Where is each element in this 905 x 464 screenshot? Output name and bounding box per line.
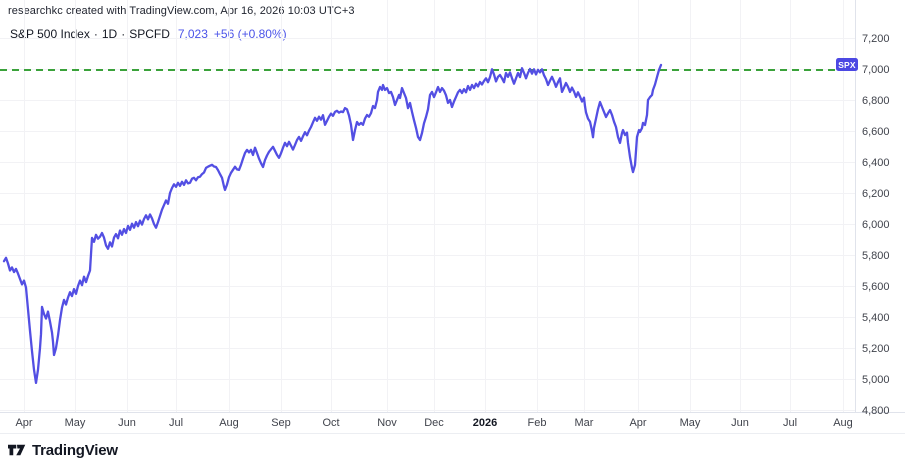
y-axis-label[interactable]: 4,800 (862, 405, 890, 417)
legend-separator: · (121, 27, 126, 41)
x-axis-label[interactable]: Oct (322, 417, 339, 429)
x-axis-label[interactable]: Dec (424, 417, 444, 429)
x-axis-label[interactable]: Jun (731, 417, 749, 429)
y-axis-label[interactable]: 6,800 (862, 95, 890, 107)
x-axis-label[interactable]: Apr (629, 417, 646, 429)
y-axis-label[interactable]: 7,200 (862, 33, 890, 45)
x-axis-label[interactable]: Jun (118, 417, 136, 429)
y-axis-label[interactable]: 5,000 (862, 374, 890, 386)
x-axis-label[interactable]: Mar (575, 417, 594, 429)
symbol-title[interactable]: S&P 500 Index (10, 27, 90, 41)
y-axis-label[interactable]: 6,200 (862, 188, 890, 200)
y-axis-label[interactable]: 6,400 (862, 157, 890, 169)
y-axis-label[interactable]: 6,000 (862, 219, 890, 231)
chart-legend: S&P 500 Index · 1D · SPCFD 7,023 +56 (+0.80%) (10, 27, 287, 41)
x-axis-label[interactable]: Jul (783, 417, 797, 429)
x-axis-label[interactable]: Sep (271, 417, 291, 429)
x-axis-label[interactable]: Jul (169, 417, 183, 429)
y-axis-label[interactable]: 6,600 (862, 126, 890, 138)
x-axis-label[interactable]: Aug (219, 417, 239, 429)
x-axis-label[interactable]: Aug (833, 417, 853, 429)
exchange-label: SPCFD (129, 27, 170, 41)
x-axis-label[interactable]: May (65, 417, 86, 429)
x-axis-label[interactable]: May (680, 417, 701, 429)
interval-label[interactable]: 1D (101, 27, 118, 41)
x-axis-label[interactable]: Feb (528, 417, 547, 429)
price-scale-symbol-badge: SPX (836, 58, 858, 71)
y-axis-label[interactable]: 5,400 (862, 312, 890, 324)
tradingview-logo-icon (8, 441, 26, 459)
tradingview-footer[interactable]: TradingView (8, 440, 118, 460)
attribution-text: researchkc created with TradingView.com,… (8, 5, 355, 17)
price-line-series[interactable] (2, 63, 663, 385)
last-price-value: 7,023 (177, 27, 208, 41)
x-axis-label[interactable]: 2026 (473, 417, 497, 429)
x-axis-label[interactable]: Apr (15, 417, 32, 429)
legend-separator: · (93, 27, 98, 41)
tradingview-logo-text: TradingView (32, 441, 118, 459)
x-axis-label[interactable]: Nov (377, 417, 397, 429)
y-axis-label[interactable]: 5,800 (862, 250, 890, 262)
price-change-value: +56 (+0.80%) (213, 27, 287, 41)
y-axis-label[interactable]: 7,000 (862, 64, 890, 76)
y-axis-label[interactable]: 5,600 (862, 281, 890, 293)
y-axis-label[interactable]: 5,200 (862, 343, 890, 355)
